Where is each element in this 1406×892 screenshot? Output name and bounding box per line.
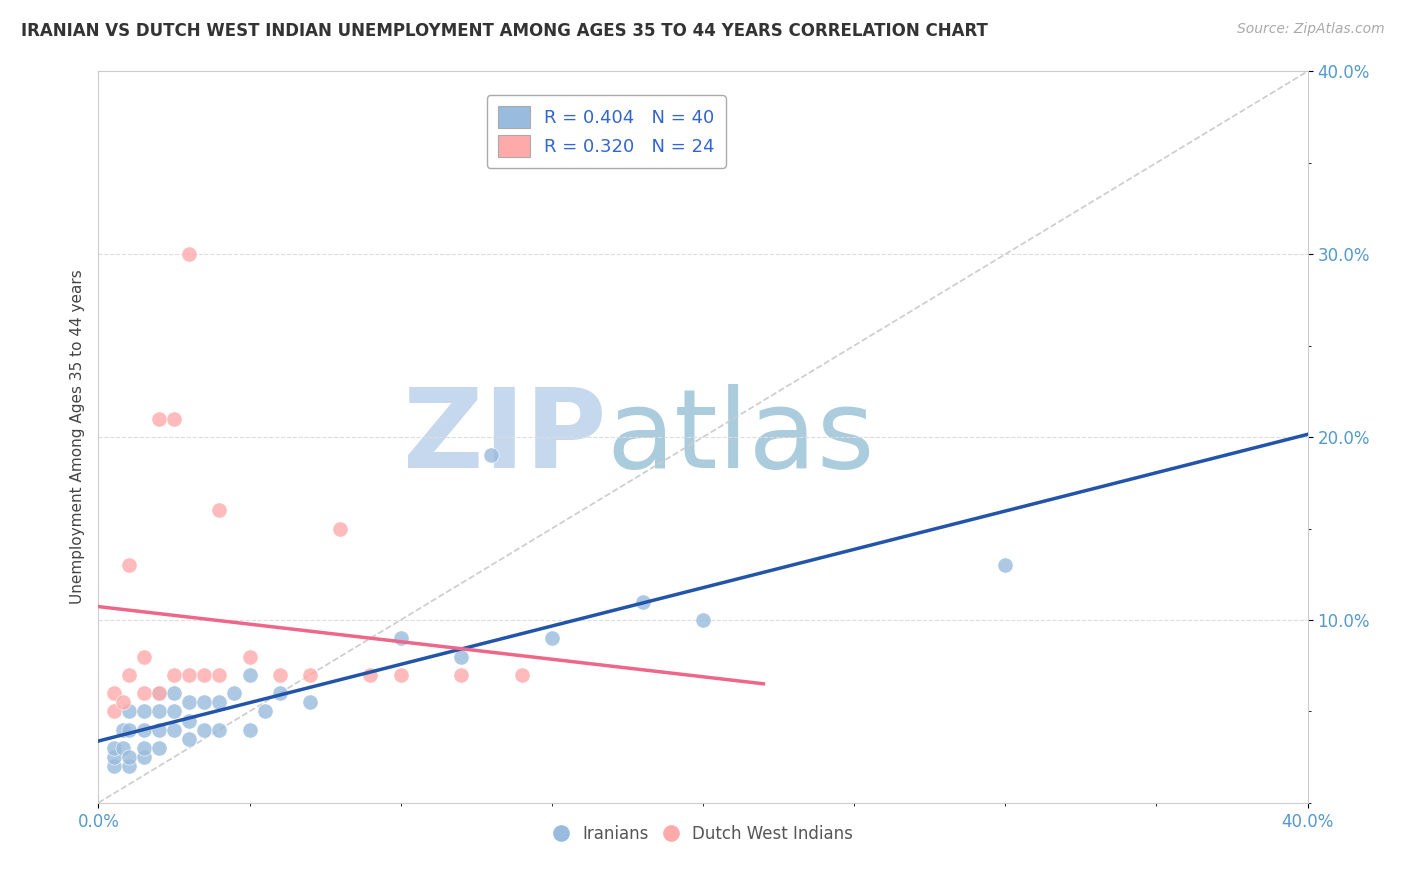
Point [389,632,412,646]
Point [132,723,155,737]
Point [253,705,276,719]
Legend: Iranians, Dutch West Indians: Iranians, Dutch West Indians [546,818,860,849]
Point [148,723,170,737]
Point [111,723,134,737]
Text: IRANIAN VS DUTCH WEST INDIAN UNEMPLOYMENT AMONG AGES 35 TO 44 YEARS CORRELATION : IRANIAN VS DUTCH WEST INDIAN UNEMPLOYMEN… [21,22,988,40]
Point [103,740,125,755]
Point [299,667,322,681]
Point [360,667,382,681]
Point [193,695,215,709]
Text: atlas: atlas [606,384,875,491]
Point [163,723,186,737]
Point [103,686,125,700]
Point [103,759,125,773]
Point [163,667,186,681]
Point [179,667,201,681]
Text: ZIP: ZIP [404,384,606,491]
Point [111,740,134,755]
Point [132,750,155,764]
Point [450,667,472,681]
Y-axis label: Unemployment Among Ages 35 to 44 years: Unemployment Among Ages 35 to 44 years [69,269,84,605]
Point [450,649,472,664]
Point [269,686,291,700]
Point [148,740,170,755]
Point [239,723,262,737]
Point [118,705,141,719]
Point [118,723,141,737]
Point [103,705,125,719]
Point [118,558,141,573]
Point [224,686,246,700]
Point [118,759,141,773]
Point [193,667,215,681]
Point [389,667,412,681]
Point [132,686,155,700]
Point [208,695,231,709]
Point [329,521,352,535]
Point [208,667,231,681]
Point [692,613,714,627]
Point [118,667,141,681]
Point [163,705,186,719]
Point [179,714,201,728]
Point [994,558,1017,573]
Point [193,723,215,737]
Point [132,705,155,719]
Point [481,448,503,462]
Point [208,503,231,517]
Point [239,649,262,664]
Point [299,695,322,709]
Point [510,667,533,681]
Point [148,686,170,700]
Point [631,594,654,608]
Point [179,695,201,709]
Point [269,667,291,681]
Point [179,731,201,746]
Point [148,705,170,719]
Point [132,649,155,664]
Point [148,412,170,426]
Point [163,412,186,426]
Point [208,723,231,737]
Point [540,632,562,646]
Point [132,740,155,755]
Point [163,686,186,700]
Point [103,750,125,764]
Point [111,695,134,709]
Text: Source: ZipAtlas.com: Source: ZipAtlas.com [1237,22,1385,37]
Point [239,667,262,681]
Point [179,247,201,261]
Point [148,686,170,700]
Point [118,750,141,764]
